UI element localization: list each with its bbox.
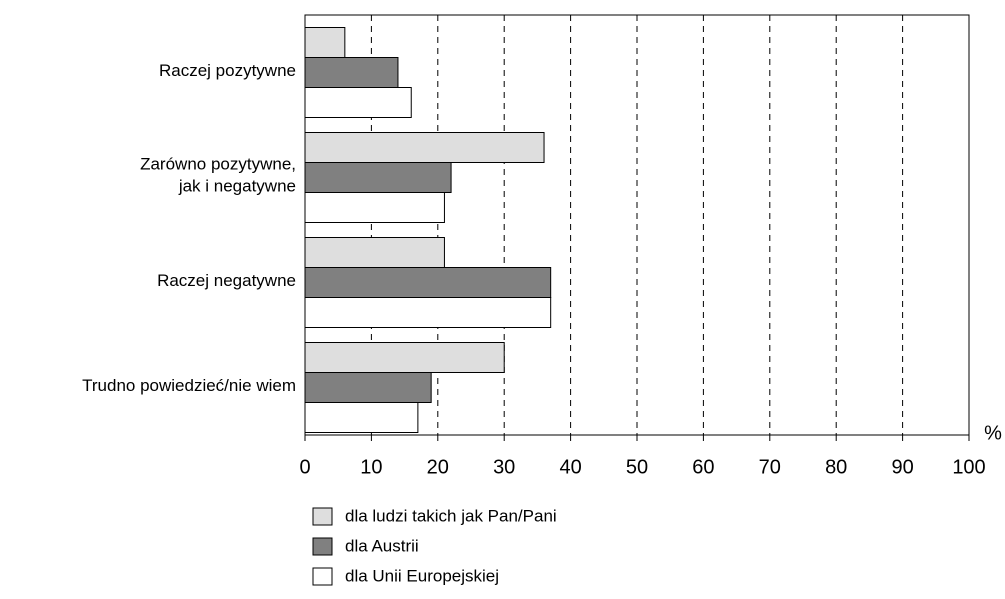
x-tick-label: 60 [692, 456, 714, 478]
plot-frame [304, 14, 970, 436]
legend-label: dla Austrii [345, 536, 419, 555]
x-tick-label: 80 [825, 456, 847, 478]
x-tick-label: 10 [360, 456, 382, 478]
x-tick-label: 30 [493, 456, 515, 478]
y-tick-label: Raczej pozytywne [159, 61, 296, 80]
bar [304, 372, 432, 403]
legend-label: dla ludzi takich jak Pan/Pani [345, 506, 557, 525]
bar [304, 342, 505, 373]
bar [304, 132, 545, 163]
bar [304, 267, 552, 298]
x-axis-label: % [984, 422, 1002, 444]
bar [304, 237, 445, 268]
bar [304, 87, 412, 118]
x-tick-label: 0 [299, 456, 310, 478]
bar [304, 162, 452, 193]
legend-swatch [312, 567, 333, 586]
bar [304, 57, 399, 88]
x-tick-label: 100 [952, 456, 985, 478]
x-tick-label: 70 [759, 456, 781, 478]
bar [304, 27, 346, 58]
x-tick-label: 40 [559, 456, 581, 478]
bar [304, 192, 445, 223]
bar [304, 297, 552, 328]
legend-swatch [312, 507, 333, 526]
y-tick-label: Raczej negatywne [157, 271, 296, 290]
x-tick-label: 20 [427, 456, 449, 478]
x-tick-label: 50 [626, 456, 648, 478]
legend-swatch [312, 537, 333, 556]
y-tick-label: Trudno powiedzieć/nie wiem [82, 376, 296, 395]
legend-label: dla Unii Europejskiej [345, 566, 499, 585]
x-tick-label: 90 [891, 456, 913, 478]
y-tick-label: Zarówno pozytywne, jak i negatywne [140, 155, 296, 196]
bar [304, 402, 419, 433]
